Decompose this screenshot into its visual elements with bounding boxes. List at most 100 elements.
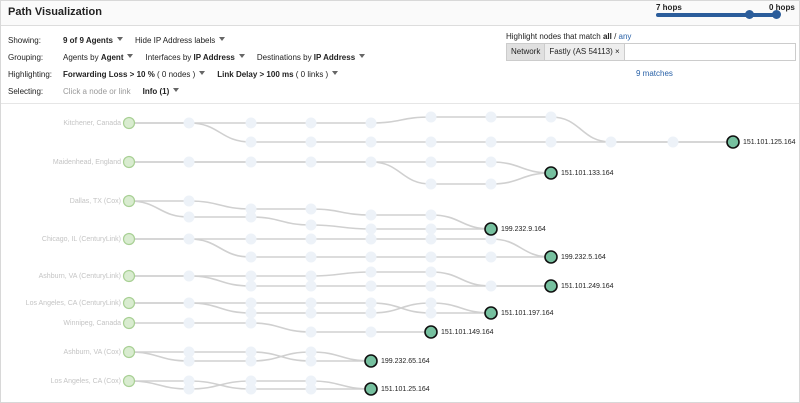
destination-label: 199.232.5.164 xyxy=(561,254,606,261)
agent-label: Ashburn, VA (Cox) xyxy=(64,349,121,356)
hop-node xyxy=(183,355,195,367)
hop-node xyxy=(183,270,195,282)
agent-node xyxy=(122,374,136,388)
text-part: ( 0 nodes ) xyxy=(154,70,196,79)
hop-node xyxy=(365,266,377,278)
text-part: all xyxy=(602,32,612,41)
hop-node xyxy=(605,136,617,148)
filter-input[interactable]: Network Fastly (AS 54113) × xyxy=(506,43,796,61)
hop-node xyxy=(305,270,317,282)
hop-node xyxy=(245,375,257,387)
control-option[interactable]: Destinations by IP Address xyxy=(257,53,365,62)
hop-node xyxy=(545,111,557,123)
destination-label: 151.101.249.164 xyxy=(561,283,614,290)
link xyxy=(128,275,552,287)
control-label: Highlighting: xyxy=(8,70,53,79)
hop-node xyxy=(425,233,437,245)
control-option[interactable]: Link Delay > 100 ms ( 0 links ) xyxy=(217,70,338,79)
hop-node xyxy=(365,251,377,263)
destination-node xyxy=(364,382,378,396)
control-option[interactable]: Hide IP Address labels xyxy=(135,36,225,45)
agent-label: Maidenhead, England xyxy=(53,159,121,166)
hop-node xyxy=(305,346,317,358)
destination-label: 199.232.9.164 xyxy=(501,226,546,233)
slider-handle[interactable] xyxy=(745,10,754,19)
text-part: IP Address xyxy=(313,53,356,62)
hop-node xyxy=(485,251,497,263)
hop-node xyxy=(545,136,557,148)
agent-node xyxy=(122,269,136,283)
matches-link[interactable]: 9 matches xyxy=(636,69,673,78)
hop-node xyxy=(305,375,317,387)
hop-node xyxy=(305,280,317,292)
control-option[interactable]: Info (1) xyxy=(143,87,180,96)
destination-node xyxy=(544,166,558,180)
text-part: Hide IP Address labels xyxy=(134,36,216,45)
hop-node xyxy=(245,307,257,319)
hop-node xyxy=(245,136,257,148)
hop-node xyxy=(183,375,195,387)
hop-node xyxy=(183,156,195,168)
agent-label: Winnipeg, Canada xyxy=(63,320,121,327)
link xyxy=(129,238,551,258)
control-option[interactable]: 9 of 9 Agents xyxy=(63,36,123,45)
hop-slider-track[interactable] xyxy=(656,13,776,17)
hop-node xyxy=(183,383,195,395)
hop-node xyxy=(425,297,437,309)
hop-node xyxy=(183,233,195,245)
tag-text: Fastly (AS 54113) xyxy=(549,47,613,56)
hop-node xyxy=(485,178,497,190)
hop-node xyxy=(305,203,317,215)
hop-node xyxy=(365,223,377,235)
text-part: Agent xyxy=(100,53,124,62)
hop-node xyxy=(245,203,257,215)
hop-node xyxy=(365,297,377,309)
hop-node xyxy=(183,346,195,358)
controls: Showing: 9 of 9 Agents Hide IP Address lab… xyxy=(8,32,377,100)
text-part[interactable]: any xyxy=(618,32,632,41)
hop-node xyxy=(245,156,257,168)
hop-node xyxy=(245,270,257,282)
slider-handle[interactable] xyxy=(772,10,781,19)
hop-node xyxy=(365,307,377,319)
control-option[interactable]: Agents by Agent xyxy=(63,53,133,62)
control-option[interactable]: Click a node or link xyxy=(63,87,131,96)
hop-node xyxy=(305,251,317,263)
tag-remove[interactable]: × xyxy=(615,47,620,56)
hop-node xyxy=(245,117,257,129)
hop-node xyxy=(485,233,497,245)
hop-node xyxy=(425,178,437,190)
hop-node xyxy=(245,346,257,358)
text-part: Link Delay > 100 ms xyxy=(217,70,294,79)
hop-node xyxy=(245,233,257,245)
destination-label: 151.101.197.164 xyxy=(501,310,554,317)
tag-key: Network xyxy=(507,44,546,60)
hop-node xyxy=(183,195,195,207)
hop-node xyxy=(425,307,437,319)
agent-node xyxy=(122,155,136,169)
control-label: Selecting: xyxy=(8,87,44,96)
agent-label: Los Angeles, CA (Cox) xyxy=(51,378,121,385)
destination-node xyxy=(726,135,740,149)
control-option[interactable]: Forwarding Loss > 10 % ( 0 nodes ) xyxy=(63,70,205,79)
path-graph: Kitchener, Canada Maidenhead, England Dall… xyxy=(1,103,799,396)
agent-label: Dallas, TX (Cox) xyxy=(70,198,121,205)
destination-label: 151.101.149.164 xyxy=(441,329,494,336)
destination-node xyxy=(544,250,558,264)
link xyxy=(128,322,431,333)
hop-node xyxy=(305,233,317,245)
hop-node xyxy=(425,266,437,278)
destination-node xyxy=(484,222,498,236)
text-part: ( 0 links ) xyxy=(293,70,329,79)
control-row: Grouping: Agents by Agent Interfaces by IP… xyxy=(8,49,377,66)
hop-node xyxy=(305,383,317,395)
destination-label: 199.232.65.164 xyxy=(381,358,430,365)
hop-node xyxy=(245,317,257,329)
control-option[interactable]: Interfaces by IP Address xyxy=(145,53,244,62)
text-part: Interfaces by xyxy=(145,53,194,62)
agent-label: Ashburn, VA (CenturyLink) xyxy=(39,273,121,280)
hop-node xyxy=(245,297,257,309)
hop-node xyxy=(305,156,317,168)
text-part: Destinations by xyxy=(256,53,314,62)
